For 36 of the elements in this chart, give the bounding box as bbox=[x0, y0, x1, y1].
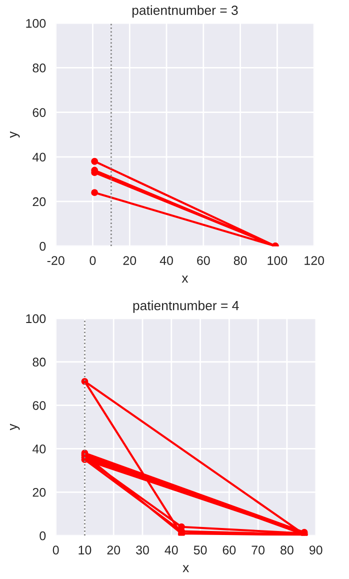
y-tick-label: 20 bbox=[32, 488, 46, 497]
y-axis-title: y bbox=[10, 131, 20, 138]
y-tick-label: 0 bbox=[40, 531, 46, 540]
y-tick-label: 40 bbox=[32, 444, 46, 454]
x-tick-label: 0 bbox=[52, 546, 59, 554]
x-tick-label: 40 bbox=[164, 546, 178, 554]
x-tick-label: 0 bbox=[90, 256, 96, 265]
x-tick-label: -20 bbox=[47, 256, 64, 265]
y-tick-label: 60 bbox=[32, 108, 46, 117]
x-tick-label: 10 bbox=[78, 546, 92, 554]
x-axis-title: x bbox=[182, 565, 189, 572]
y-tick-label: 80 bbox=[32, 358, 46, 367]
x-tick-label: 80 bbox=[280, 546, 294, 554]
y-tick-label: 0 bbox=[40, 242, 46, 251]
chart-title: patientnumber = 4 bbox=[133, 300, 239, 313]
chart-title: patientnumber = 3 bbox=[132, 5, 238, 18]
y-tick-label: 40 bbox=[32, 152, 46, 162]
x-tick-label: 60 bbox=[222, 546, 236, 554]
x-tick-label: 80 bbox=[234, 256, 247, 265]
x-tick-label: 90 bbox=[309, 546, 322, 554]
y-axis-title: y bbox=[10, 424, 20, 430]
y-tick-label: 80 bbox=[32, 64, 46, 72]
x-tick-label: 40 bbox=[160, 256, 173, 265]
x-tick-label: 20 bbox=[123, 256, 136, 265]
y-tick-label: 60 bbox=[32, 401, 46, 410]
x-tick-label: 30 bbox=[136, 546, 149, 554]
x-tick-label: 20 bbox=[107, 546, 120, 554]
x-axis-title: x bbox=[182, 276, 188, 283]
x-tick-label: 50 bbox=[194, 546, 207, 554]
y-tick-label: 100 bbox=[26, 18, 46, 28]
x-tick-label: 120 bbox=[304, 256, 324, 265]
y-tick-label: 100 bbox=[26, 314, 46, 324]
y-tick-label: 20 bbox=[32, 197, 46, 206]
x-tick-label: 100 bbox=[268, 256, 288, 265]
x-tick-label: 70 bbox=[252, 546, 265, 554]
x-tick-label: 60 bbox=[197, 256, 210, 265]
